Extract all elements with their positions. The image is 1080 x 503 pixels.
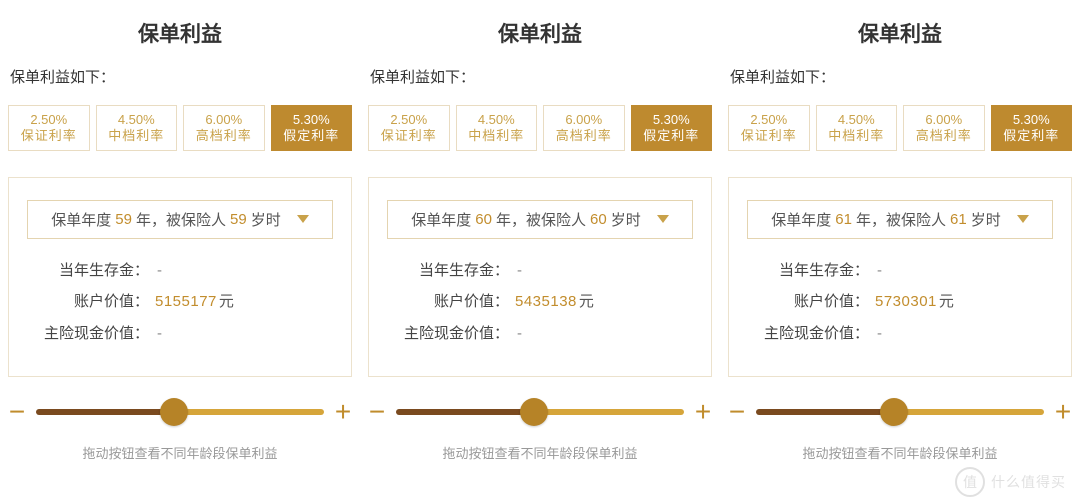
plus-button[interactable]: + — [332, 398, 354, 426]
rate-tabs: 2.50%保证利率 4.50%中档利率 6.00%高档利率 5.30%假定利率 — [720, 105, 1080, 151]
age-slider[interactable]: − + — [360, 389, 720, 435]
age-slider[interactable]: − + — [720, 389, 1080, 435]
slider-hint: 拖动按钮查看不同年龄段保单利益 — [442, 443, 637, 462]
age-value: 59 — [230, 211, 247, 228]
rate-tab-guaranteed[interactable]: 2.50%保证利率 — [728, 105, 810, 151]
year-selector[interactable]: 保单年度 61 年，被保险人 61 岁时 — [747, 200, 1053, 239]
benefit-panel: 保单利益 保单利益如下： 2.50%保证利率 4.50%中档利率 6.00%高档… — [360, 0, 720, 503]
slider-track[interactable] — [756, 409, 1044, 415]
panel-intro: 保单利益如下： — [720, 66, 1080, 87]
policy-year-value: 60 — [475, 211, 492, 228]
rate-tabs: 2.50%保证利率 4.50%中档利率 6.00%高档利率 5.30%假定利率 — [360, 105, 720, 151]
rate-tab-high[interactable]: 6.00%高档利率 — [183, 105, 265, 151]
rate-tab-assumed[interactable]: 5.30%假定利率 — [991, 105, 1073, 151]
year-selector[interactable]: 保单年度 59 年，被保险人 59 岁时 — [27, 200, 333, 239]
row-cash: 主险现金价值：- — [387, 318, 693, 350]
rate-tab-high[interactable]: 6.00%高档利率 — [543, 105, 625, 151]
rate-tab-mid[interactable]: 4.50%中档利率 — [816, 105, 898, 151]
policy-year-value: 59 — [115, 211, 132, 228]
survival-value: - — [155, 255, 162, 287]
year-selector[interactable]: 保单年度 60 年，被保险人 60 岁时 — [387, 200, 693, 239]
slider-thumb[interactable] — [520, 398, 548, 426]
slider-thumb[interactable] — [880, 398, 908, 426]
panel-title: 保单利益 — [858, 18, 942, 48]
cash-value: - — [515, 318, 522, 350]
minus-button[interactable]: − — [6, 398, 28, 426]
slider-thumb[interactable] — [160, 398, 188, 426]
detail-card: 保单年度 61 年，被保险人 61 岁时 当年生存金：- 账户价值：573030… — [728, 177, 1072, 377]
rate-tab-assumed[interactable]: 5.30%假定利率 — [271, 105, 353, 151]
plus-button[interactable]: + — [692, 398, 714, 426]
rate-tab-mid[interactable]: 4.50%中档利率 — [456, 105, 538, 151]
value-rows: 当年生存金：- 账户价值：5435138元 主险现金价值：- — [387, 255, 693, 350]
slider-track[interactable] — [396, 409, 684, 415]
watermark-badge: 值 — [955, 467, 985, 497]
benefit-panel: 保单利益 保单利益如下： 2.50%保证利率 4.50%中档利率 6.00%高档… — [0, 0, 360, 503]
rate-tabs: 2.50%保证利率 4.50%中档利率 6.00%高档利率 5.30%假定利率 — [0, 105, 360, 151]
row-survival: 当年生存金：- — [747, 255, 1053, 287]
account-value: 5730301 — [875, 293, 937, 310]
cash-value: - — [875, 318, 882, 350]
survival-value: - — [875, 255, 882, 287]
detail-card: 保单年度 60 年，被保险人 60 岁时 当年生存金：- 账户价值：543513… — [368, 177, 712, 377]
watermark-text: 什么值得买 — [991, 472, 1066, 492]
chevron-down-icon — [297, 215, 309, 223]
rate-tab-mid[interactable]: 4.50%中档利率 — [96, 105, 178, 151]
row-account: 账户价值：5155177元 — [27, 286, 333, 318]
row-cash: 主险现金价值：- — [747, 318, 1053, 350]
age-value: 60 — [590, 211, 607, 228]
slider-hint: 拖动按钮查看不同年龄段保单利益 — [82, 443, 277, 462]
plus-button[interactable]: + — [1052, 398, 1074, 426]
panel-title: 保单利益 — [498, 18, 582, 48]
rate-tab-guaranteed[interactable]: 2.50%保证利率 — [8, 105, 90, 151]
benefit-panel: 保单利益 保单利益如下： 2.50%保证利率 4.50%中档利率 6.00%高档… — [720, 0, 1080, 503]
rate-tab-assumed[interactable]: 5.30%假定利率 — [631, 105, 713, 151]
minus-button[interactable]: − — [726, 398, 748, 426]
value-rows: 当年生存金：- 账户价值：5730301元 主险现金价值：- — [747, 255, 1053, 350]
chevron-down-icon — [657, 215, 669, 223]
panel-intro: 保单利益如下： — [0, 66, 360, 87]
row-survival: 当年生存金：- — [387, 255, 693, 287]
panel-title: 保单利益 — [138, 18, 222, 48]
row-account: 账户价值：5435138元 — [387, 286, 693, 318]
account-value: 5435138 — [515, 293, 577, 310]
panel-intro: 保单利益如下： — [360, 66, 720, 87]
row-account: 账户价值：5730301元 — [747, 286, 1053, 318]
account-value: 5155177 — [155, 293, 217, 310]
policy-year-value: 61 — [835, 211, 852, 228]
row-survival: 当年生存金：- — [27, 255, 333, 287]
rate-tab-high[interactable]: 6.00%高档利率 — [903, 105, 985, 151]
rate-tab-guaranteed[interactable]: 2.50%保证利率 — [368, 105, 450, 151]
cash-value: - — [155, 318, 162, 350]
chevron-down-icon — [1017, 215, 1029, 223]
row-cash: 主险现金价值：- — [27, 318, 333, 350]
age-slider[interactable]: − + — [0, 389, 360, 435]
value-rows: 当年生存金：- 账户价值：5155177元 主险现金价值：- — [27, 255, 333, 350]
watermark: 值 什么值得买 — [955, 467, 1066, 497]
slider-track[interactable] — [36, 409, 324, 415]
age-value: 61 — [950, 211, 967, 228]
minus-button[interactable]: − — [366, 398, 388, 426]
detail-card: 保单年度 59 年，被保险人 59 岁时 当年生存金：- 账户价值：515517… — [8, 177, 352, 377]
survival-value: - — [515, 255, 522, 287]
slider-hint: 拖动按钮查看不同年龄段保单利益 — [802, 443, 997, 462]
